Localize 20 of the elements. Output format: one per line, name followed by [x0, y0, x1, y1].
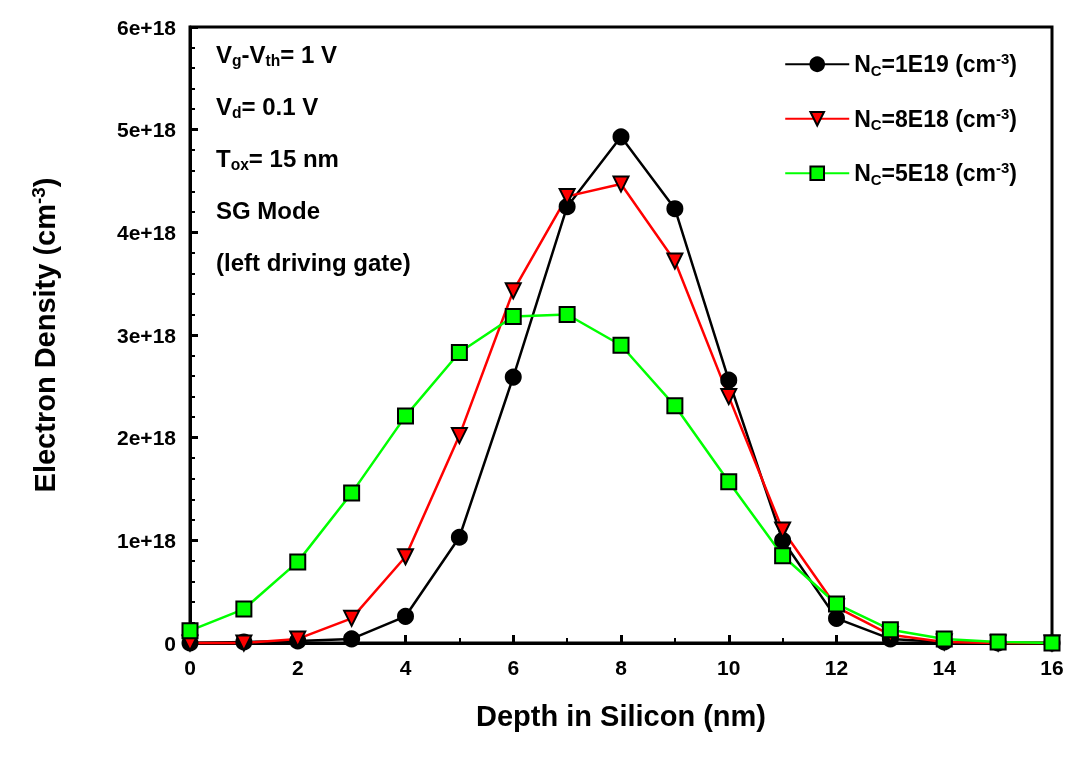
y-tick-label: 1e+18 — [117, 528, 177, 552]
y-tick-label: 4e+18 — [117, 220, 177, 244]
y-tick-label: 6e+18 — [117, 15, 177, 39]
x-tick-label: 10 — [717, 656, 741, 679]
y-tick-label: 5e+18 — [117, 118, 177, 142]
y-axis-title: Electron Density (cm-3) — [27, 177, 62, 493]
annotation: (left driving gate) — [216, 248, 411, 276]
x-tick-label: 16 — [1040, 656, 1064, 679]
x-axis-title: Depth in Silicon (nm) — [476, 699, 766, 732]
x-tick-label: 2 — [291, 656, 304, 679]
x-tick-label: 8 — [615, 656, 628, 679]
y-tick-label: 0 — [164, 631, 176, 655]
annotation: SG Mode — [216, 196, 321, 224]
x-tick-label: 0 — [184, 656, 196, 679]
x-tick-label: 4 — [399, 656, 412, 679]
x-tick-label: 6 — [507, 656, 520, 679]
x-tick-label: 14 — [932, 656, 957, 679]
x-tick-label: 12 — [824, 656, 849, 679]
y-tick-label: 2e+18 — [117, 426, 177, 450]
y-tick-label: 3e+18 — [117, 323, 177, 347]
